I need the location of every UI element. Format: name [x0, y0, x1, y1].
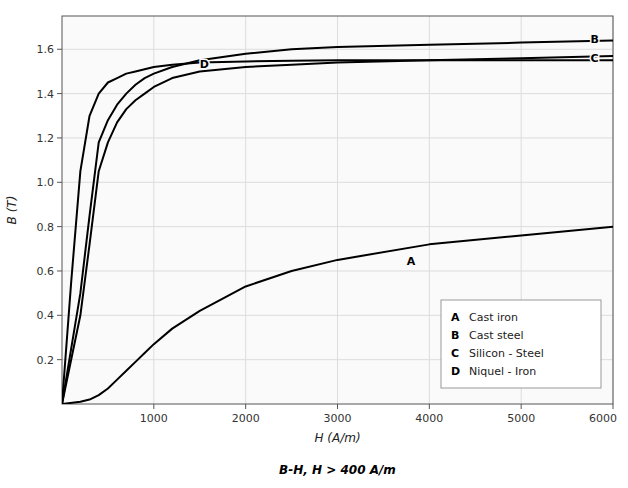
- plot-frame: [62, 16, 613, 404]
- legend-letter: A: [451, 311, 460, 324]
- tick-y: [57, 359, 62, 360]
- tick-label-x: 3000: [324, 412, 352, 425]
- y-axis-label: B (T): [5, 196, 19, 225]
- tick-label-y: 1.2: [37, 132, 55, 145]
- series-line: [62, 40, 613, 404]
- tick-label-y: 1.4: [37, 88, 55, 101]
- grid: [62, 16, 613, 404]
- chart-container: 0.2 0.4 0.6 0.8 1.0 1.2 1.4 1.6 1000 2000 3000 4000…: [0, 0, 628, 488]
- tick-x: [337, 404, 338, 409]
- legend-box: [441, 300, 601, 388]
- series-line: [62, 227, 613, 404]
- curve-label: A: [407, 255, 416, 268]
- tick-y: [57, 93, 62, 94]
- plot-background: [62, 16, 613, 404]
- tick-y: [57, 49, 62, 50]
- series-line: [62, 56, 613, 404]
- tick-label-x: 2000: [232, 412, 260, 425]
- tick-label-y: 0.6: [37, 265, 55, 278]
- grid-line-x: [429, 16, 430, 404]
- tick-x: [153, 404, 154, 409]
- legend-letter: D: [451, 365, 460, 378]
- x-axis-label: H (A/m): [314, 431, 360, 445]
- legend-letter: B: [451, 329, 459, 342]
- tick-y: [57, 315, 62, 316]
- tick-y: [57, 226, 62, 227]
- tick-y: [57, 270, 62, 271]
- tick-label-x: 6000: [589, 412, 617, 425]
- legend-entry: Cast steel: [469, 329, 524, 342]
- tick-label-y: 1.0: [37, 176, 55, 189]
- tick-label-x: 4000: [415, 412, 443, 425]
- tick-label-y: 1.6: [37, 43, 55, 56]
- legend-letter: C: [451, 347, 459, 360]
- curve-label: D: [200, 58, 209, 71]
- legend: A Cast iron B Cast steel C Silicon - Steel D Ni…: [441, 300, 601, 388]
- curve-label: B: [590, 33, 598, 46]
- tick-y: [57, 137, 62, 138]
- legend-entry: Silicon - Steel: [469, 347, 544, 360]
- tick-x: [521, 404, 522, 409]
- tick-x: [429, 404, 430, 409]
- tick-x: [613, 404, 614, 409]
- tick-label-y: 0.2: [37, 354, 55, 367]
- series-group: [62, 40, 613, 404]
- legend-entry: Niquel - Iron: [469, 365, 536, 378]
- tick-label-x: 5000: [507, 412, 535, 425]
- series-line: [62, 60, 613, 404]
- tick-label-x: 1000: [140, 412, 168, 425]
- grid-line-x: [245, 16, 246, 404]
- subtitle: B-H, H > 400 A/m: [279, 463, 396, 477]
- chart: 0.2 0.4 0.6 0.8 1.0 1.2 1.4 1.6 1000 2000 3000 4000…: [0, 0, 628, 488]
- grid-line-x: [337, 16, 338, 404]
- tick-x: [245, 404, 246, 409]
- tick-y: [57, 182, 62, 183]
- tick-label-y: 0.8: [37, 221, 55, 234]
- legend-entry: Cast iron: [469, 311, 518, 324]
- curve-label: C: [591, 52, 599, 65]
- tick-label-y: 0.4: [37, 309, 55, 322]
